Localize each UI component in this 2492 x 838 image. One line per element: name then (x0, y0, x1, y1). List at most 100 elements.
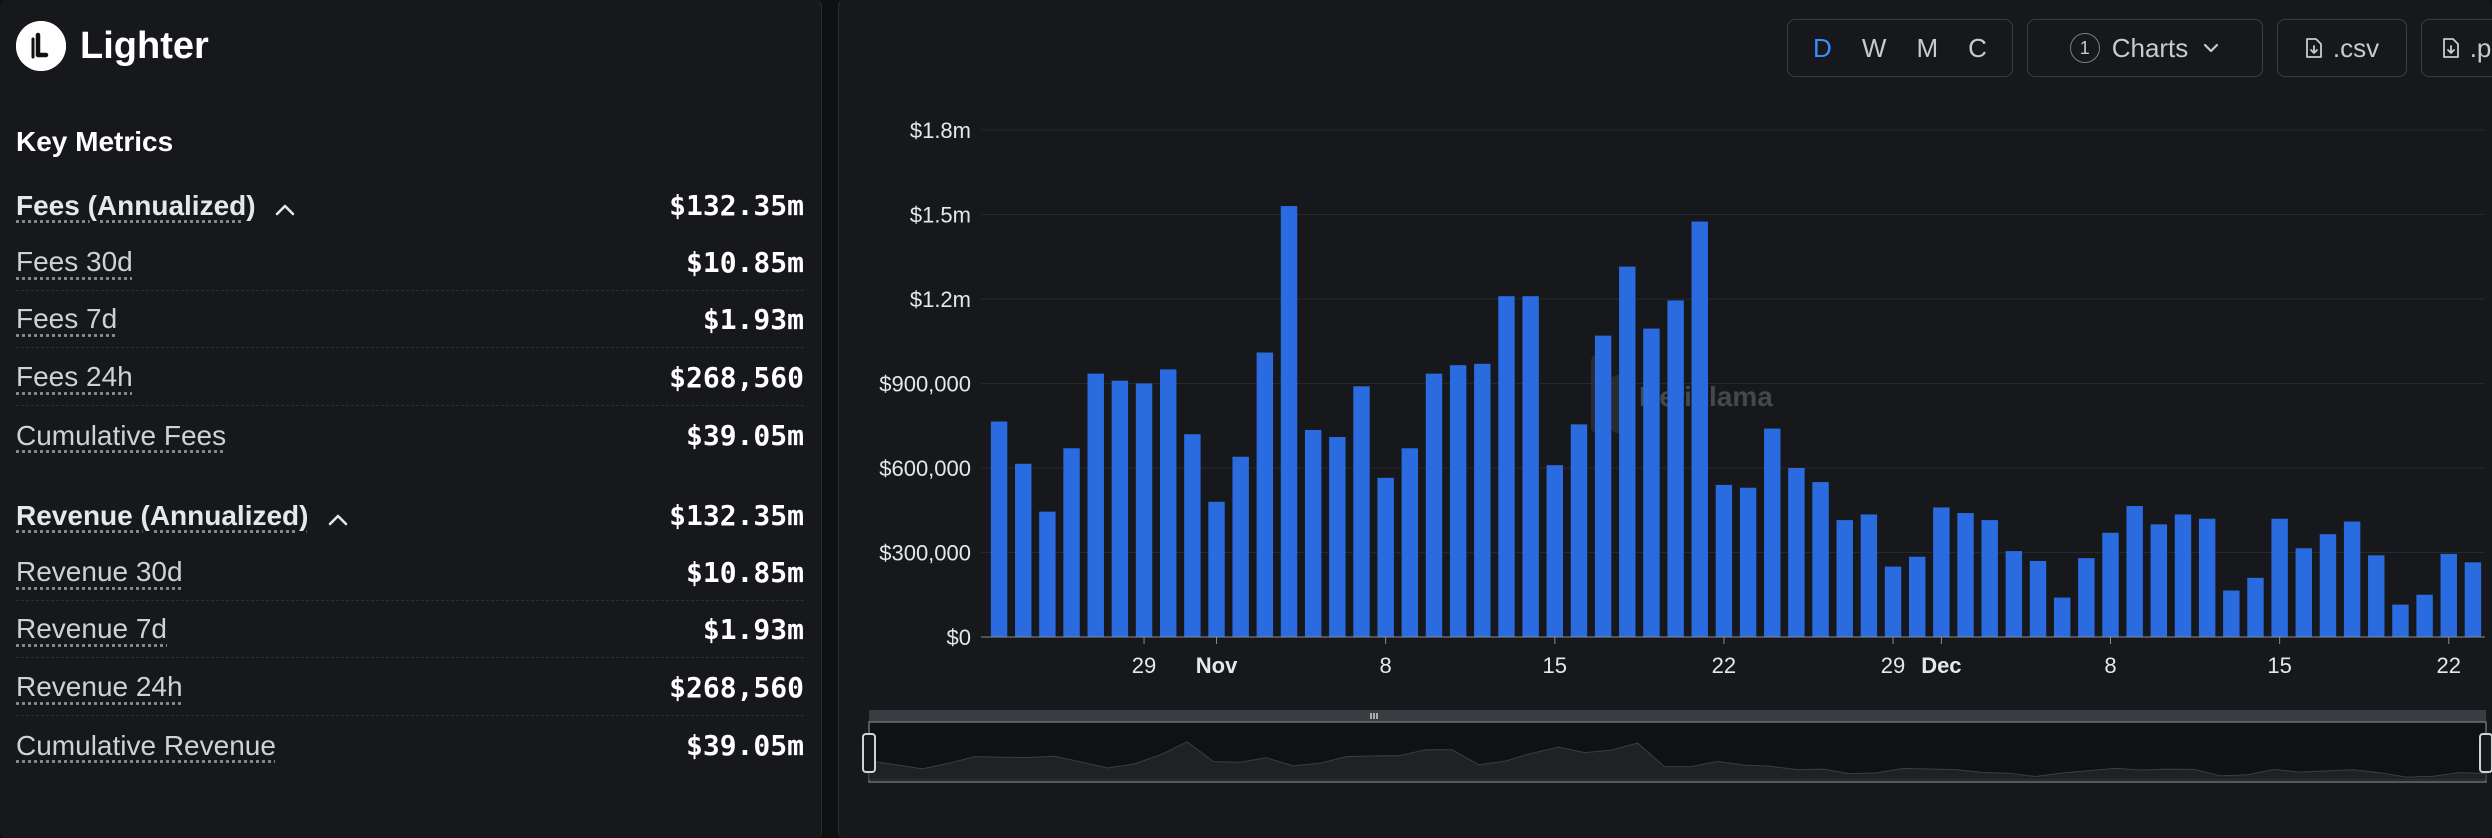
bar[interactable] (1546, 465, 1564, 637)
bar[interactable] (2319, 534, 2337, 637)
bar[interactable] (1304, 429, 1322, 637)
revenue-annualized-label[interactable]: Revenue (Annualized) (16, 499, 309, 531)
metrics-panel: Lighter Key Metrics Fees (Annualized) $1… (0, 0, 822, 838)
brush-left-handle[interactable] (862, 733, 876, 773)
fees-7d-label[interactable]: Fees 7d (16, 303, 118, 334)
y-axis-ticks: $0 $300,000 $600,000 $900,000 $1.2m $1.5m $1.8… (879, 118, 971, 650)
bar[interactable] (2271, 518, 2288, 637)
bar[interactable] (2223, 590, 2240, 637)
charts-dropdown-button[interactable]: 1 Charts (2027, 19, 2263, 77)
bar[interactable] (1715, 484, 1733, 637)
bar[interactable] (1232, 456, 1249, 637)
period-c-button[interactable]: C (1968, 32, 1987, 63)
bar[interactable] (1522, 296, 1539, 637)
range-brush[interactable] (862, 710, 2492, 783)
bar[interactable] (1812, 482, 1829, 637)
bar[interactable] (1256, 352, 1274, 637)
bar[interactable] (2150, 524, 2168, 637)
bar[interactable] (1933, 507, 1950, 637)
bar[interactable] (1860, 514, 1878, 637)
bar[interactable] (2126, 506, 2143, 637)
bar[interactable] (1788, 468, 1805, 637)
chevron-down-icon (2204, 43, 2219, 53)
bar[interactable] (1425, 373, 1443, 637)
bar[interactable] (1594, 335, 1612, 637)
bar[interactable] (1908, 556, 1926, 637)
download-csv-button[interactable]: .csv (2277, 19, 2407, 77)
download-png-button[interactable]: .png (2421, 19, 2492, 77)
period-w-button[interactable]: W (1861, 32, 1887, 63)
x-tick-label: 22 (2437, 653, 2461, 678)
bar[interactable] (1449, 365, 1467, 637)
bar[interactable] (1135, 383, 1153, 638)
bar[interactable] (2005, 551, 2023, 637)
charts-label: Charts (2111, 32, 2189, 63)
bar[interactable] (1884, 566, 1902, 637)
bar[interactable] (2029, 560, 2047, 637)
brush-right-handle[interactable] (2479, 733, 2492, 773)
period-d-button[interactable]: D (1813, 32, 1832, 63)
bar[interactable] (1329, 437, 1346, 637)
x-tick-label: Nov (1196, 653, 1238, 678)
cumulative-fees-label[interactable]: Cumulative Fees (16, 419, 227, 451)
bar[interactable] (2368, 555, 2385, 637)
bar[interactable] (1039, 511, 1056, 637)
revenue-annualized-label-wrap: Revenue (Annualized) (16, 500, 349, 532)
fees-bar-chart: $0 $300,000 $600,000 $900,000 $1.2m $1.5m $1.8… (862, 118, 2492, 783)
bar[interactable] (1280, 206, 1298, 638)
bar[interactable] (990, 421, 1008, 637)
x-tick-label: 8 (2104, 653, 2116, 678)
bar[interactable] (2102, 532, 2119, 637)
bar[interactable] (1353, 386, 1370, 637)
bar[interactable] (1957, 513, 1974, 637)
bar[interactable] (1667, 300, 1684, 637)
bar[interactable] (1691, 221, 1708, 638)
bar[interactable] (1184, 434, 1201, 637)
bar[interactable] (1377, 477, 1394, 637)
bar[interactable] (2440, 553, 2457, 637)
chevron-up-icon[interactable] (274, 203, 296, 217)
bar[interactable] (1159, 369, 1177, 637)
bar[interactable] (1401, 448, 1419, 637)
bar[interactable] (1764, 428, 1781, 637)
revenue-annualized-row[interactable]: Revenue (Annualized) $132.35m (16, 487, 804, 544)
revenue-7d-label[interactable]: Revenue 7d (16, 613, 168, 644)
x-axis-ticks: 29 Nov 8 15 22 29 Dec 8 15 22 (981, 636, 2485, 678)
bar[interactable] (2392, 604, 2409, 637)
bar[interactable] (1111, 380, 1129, 637)
bar[interactable] (1474, 363, 1491, 637)
bar[interactable] (1498, 296, 1515, 637)
bar[interactable] (1208, 501, 1225, 637)
bar[interactable] (2198, 518, 2216, 637)
bar[interactable] (1836, 520, 1853, 637)
cumulative-revenue-label[interactable]: Cumulative Revenue (16, 729, 276, 761)
period-m-button[interactable]: M (1916, 32, 1939, 63)
bar[interactable] (2174, 514, 2192, 637)
cumulative-fees-value: $39.05m (685, 419, 804, 452)
revenue-30d-label[interactable]: Revenue 30d (16, 556, 183, 587)
bar[interactable] (1087, 373, 1104, 637)
fees-annualized-row[interactable]: Fees (Annualized) $132.35m (16, 177, 804, 234)
bar[interactable] (2247, 577, 2264, 637)
y-tick-label: $300,000 (879, 541, 971, 566)
bar[interactable] (2078, 558, 2095, 637)
bar[interactable] (1981, 520, 1998, 637)
bar[interactable] (2464, 562, 2482, 637)
bar[interactable] (2053, 597, 2071, 637)
bar[interactable] (2295, 548, 2313, 637)
brush-track[interactable] (869, 710, 2486, 722)
bar[interactable] (2416, 594, 2433, 637)
chevron-up-icon[interactable] (327, 513, 349, 527)
bar[interactable] (1570, 424, 1588, 637)
bar[interactable] (1739, 487, 1757, 637)
bar[interactable] (1619, 266, 1636, 637)
fees-annualized-value: $132.35m (669, 189, 804, 222)
fees-annualized-label[interactable]: Fees (Annualized) (16, 189, 256, 221)
revenue-24h-label[interactable]: Revenue 24h (16, 671, 183, 702)
bar[interactable] (2343, 521, 2361, 637)
fees-30d-label[interactable]: Fees 30d (16, 246, 133, 277)
fees-24h-label[interactable]: Fees 24h (16, 361, 133, 392)
bar[interactable] (1015, 463, 1032, 637)
bar[interactable] (1063, 448, 1080, 637)
bar[interactable] (1643, 328, 1660, 637)
